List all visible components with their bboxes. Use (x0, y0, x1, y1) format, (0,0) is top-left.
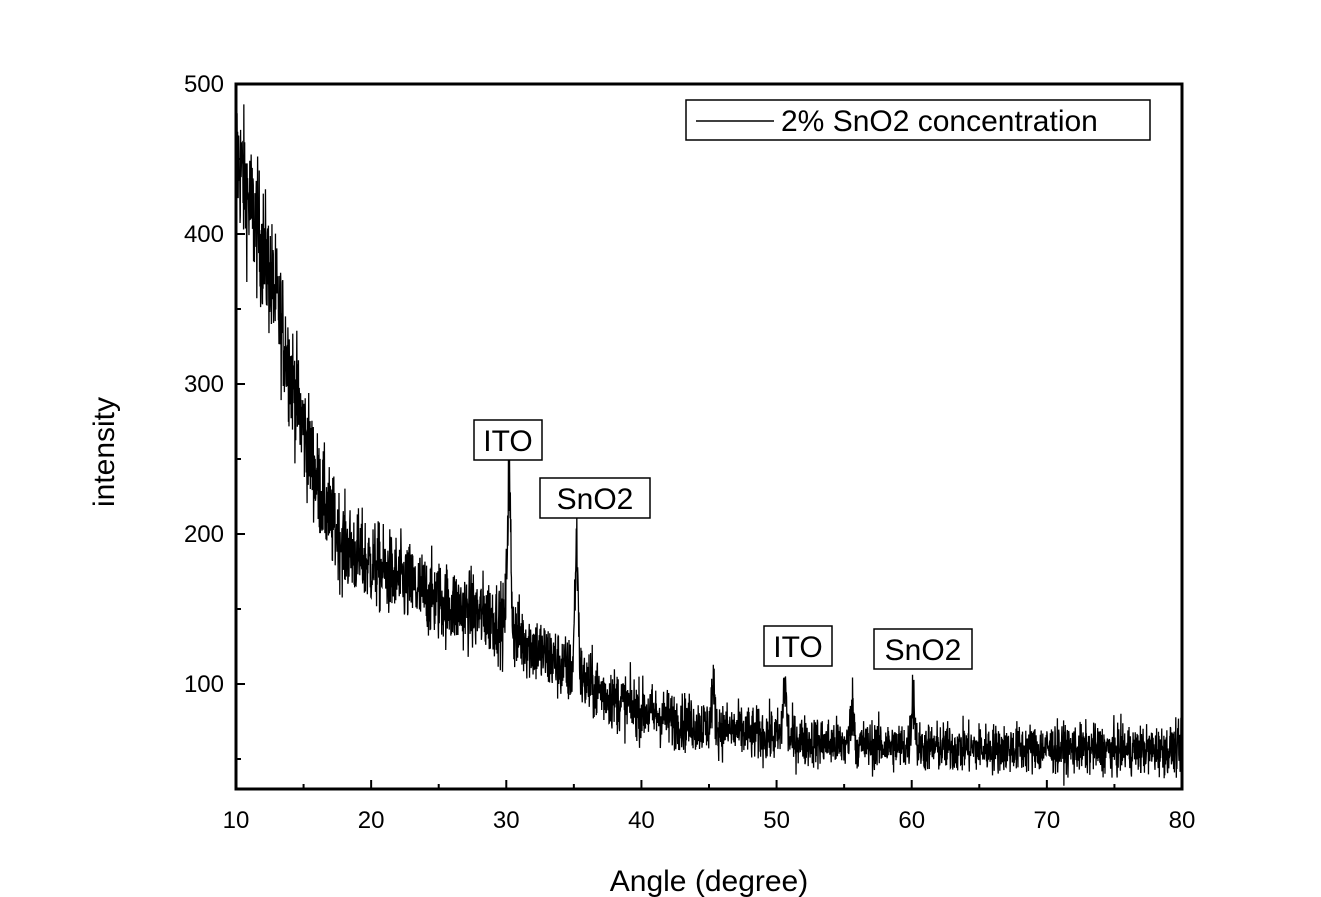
annotation-sno2-35: SnO2 (539, 477, 651, 519)
y-axis-title: intensity (88, 397, 121, 507)
plot-frame (234, 82, 1184, 791)
annotation-label: SnO2 (885, 634, 962, 667)
y-axis: 100 200 300 400 500 (184, 71, 245, 760)
x-tick-label: 30 (493, 807, 520, 834)
annotation-label: ITO (483, 425, 532, 458)
legend-label: 2% SnO2 concentration (781, 105, 1098, 138)
y-tick-label: 100 (184, 671, 224, 698)
x-tick-label: 50 (763, 807, 790, 834)
x-tick-label: 70 (1034, 807, 1061, 834)
legend-box (685, 99, 1151, 141)
legend: 2% SnO2 concentration (685, 99, 1151, 141)
annotation-sno2-60: SnO2 (873, 628, 973, 670)
x-tick-label: 60 (898, 807, 925, 834)
y-tick-label: 200 (184, 521, 224, 548)
x-tick-label: 80 (1169, 807, 1196, 834)
y-tick-label: 400 (184, 221, 224, 248)
annotation-label: ITO (773, 631, 822, 664)
x-axis: 10 20 30 40 50 60 70 80 (223, 780, 1196, 834)
x-tick-label: 40 (628, 807, 655, 834)
annotation-ito-50: ITO (763, 625, 833, 667)
y-tick-label: 500 (184, 71, 224, 98)
y-tick-label: 300 (184, 371, 224, 398)
x-tick-label: 20 (358, 807, 385, 834)
annotation-label: SnO2 (557, 483, 634, 516)
series-line-2pct-sno2 (236, 104, 1182, 786)
annotation-ito-30: ITO (473, 419, 543, 461)
x-tick-label: 10 (223, 807, 250, 834)
x-axis-title: Angle (degree) (610, 865, 808, 897)
